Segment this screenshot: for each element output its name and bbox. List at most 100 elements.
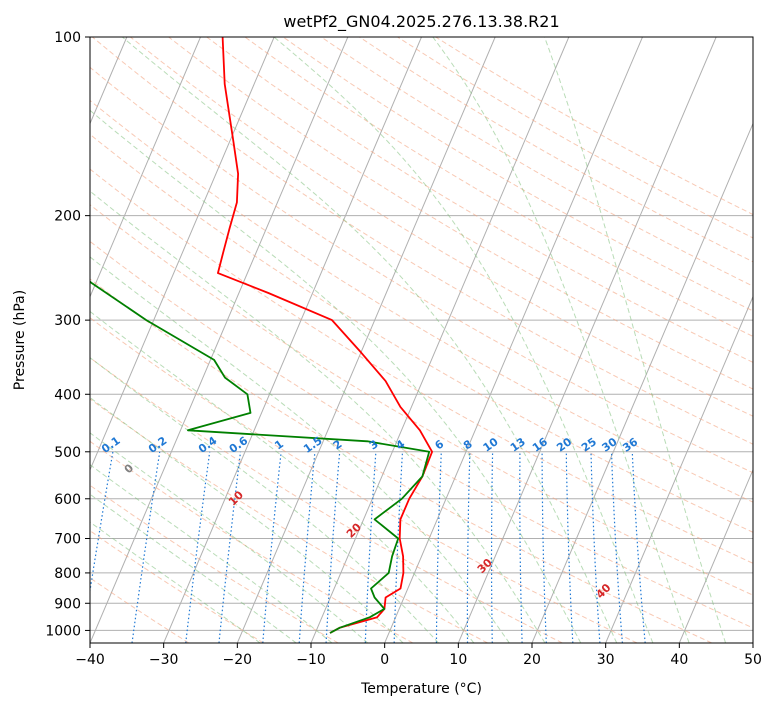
mixing-ratio-line [325,451,341,643]
data-layer [90,37,433,634]
moist-adiabat-line [90,464,333,643]
dry-adiabat-line [90,398,488,643]
moist-adiabat-line [90,493,297,643]
moist-adiabat-line [90,432,369,643]
x-tick-label: −20 [223,652,253,668]
plot-frame [89,36,754,644]
y-tick-label: 700 [54,532,81,548]
isotherm-line [457,37,717,643]
mixing-ratio-line [435,451,442,643]
moist-adiabat-line [90,396,404,643]
y-axis-title: Pressure (hPa) [12,290,28,390]
y-tick-label: 200 [54,209,81,225]
x-tick-label: 40 [670,652,688,668]
x-axis-title: Temperature (°C) [360,681,482,697]
x-tick-label: 30 [597,652,615,668]
isotherm-line [752,641,753,643]
y-tick-label: 800 [54,566,81,582]
x-tick-label: 50 [744,652,762,668]
mixing-ratio-label: 4 [394,437,408,452]
mixing-ratio-label: 0.1 [99,434,122,456]
dry-adiabat-line [90,204,753,596]
chart-title: wetPf2_GN04.2025.276.13.38.R21 [283,12,559,32]
dry-adiabat-line [206,37,753,363]
x-tick-label: 10 [449,652,467,668]
dry-adiabat-label: 0 [122,461,137,476]
dewpoint-profile-line [90,280,431,634]
isotherm-line [236,37,496,643]
mixing-ratio-line [466,451,471,643]
moist-adiabat-line [90,357,439,643]
dry-adiabat-line [90,357,563,643]
dry-adiabat-line [90,317,638,643]
mixing-ratio-line [631,451,646,643]
y-tick-label: 900 [54,596,81,612]
mixing-ratio-line [298,451,316,643]
y-tick-label: 600 [54,492,81,508]
moist-adiabat-line [432,37,690,643]
isotherm-line [605,295,753,643]
moist-adiabat-line [544,37,727,643]
mixing-ratio-label: 6 [432,437,446,452]
dry-adiabat-line [282,37,753,312]
dry-adiabat-line [91,37,753,445]
isotherm-line [90,37,349,643]
dry-adiabat-line [90,133,753,533]
mixing-ratio-label: 3 [367,437,381,452]
dry-adiabat-line [359,37,753,263]
mixing-ratio-line [218,451,242,643]
mixing-ratio-line [262,451,282,643]
moist-adiabat-line [90,109,582,643]
x-tick-label: −30 [149,652,179,668]
x-tick-label: 20 [523,652,541,668]
isotherm-line [163,37,422,643]
y-axis: 100 200 300 400 500 600 700 800 900 1000 [45,30,90,639]
isotherm-line [531,122,753,643]
y-tick-label: 1000 [45,623,81,639]
dry-adiabat-line [90,577,190,643]
dry-adiabat-line [244,37,753,337]
mixing-ratio-line [565,451,574,643]
dry-adiabat-line [90,530,264,643]
mixing-ratio-line [590,451,601,643]
dry-adiabat-label: 20 [344,520,364,540]
dry-adiabat-line [168,37,753,390]
y-tick-label: 400 [54,387,81,403]
dry-adiabat-label: -10 [0,412,20,435]
y-tick-label: 300 [54,313,81,329]
moist-adiabat-line [90,521,261,643]
isopleth-labels: 0.10.20.40.611.52346810131620253036-100-… [0,412,640,601]
isotherm-line [90,37,201,298]
mixing-ratio-label: 8 [461,437,475,452]
moist-adiabat-line [90,190,546,643]
mixing-ratio-line [364,451,377,643]
mixing-ratio-line [490,451,494,643]
isotherm-line [678,468,753,643]
mixing-ratio-line [185,451,211,643]
dry-adiabat-line [90,240,753,629]
y-tick-label: 100 [54,30,81,46]
mixing-ratio-line [131,451,161,643]
dry-adiabat-line [90,66,753,474]
moist-adiabat-line [90,310,475,643]
dry-adiabat-line [90,168,753,564]
mixing-ratio-label: 0.6 [227,434,251,456]
x-tick-label: −10 [296,652,326,668]
y-tick-label: 500 [54,445,81,461]
mixing-ratio-label: 0.2 [146,434,169,456]
isotherm-line [90,37,275,472]
temperature-profile-line [217,37,433,634]
grid-layer [90,37,753,643]
dry-adiabat-line [90,278,712,643]
mixing-ratio-label: 0.4 [196,434,220,456]
moist-adiabat-line [121,37,618,643]
mixing-ratio-line [90,451,114,595]
dry-adiabat-label: 10 [226,488,246,508]
dry-adiabat-line [90,440,414,643]
isotherm-line [384,37,643,643]
dry-adiabat-line [90,99,753,503]
moist-adiabat-line [273,37,654,643]
moist-adiabat-line [90,256,510,643]
dry-adiabat-line [90,484,339,643]
